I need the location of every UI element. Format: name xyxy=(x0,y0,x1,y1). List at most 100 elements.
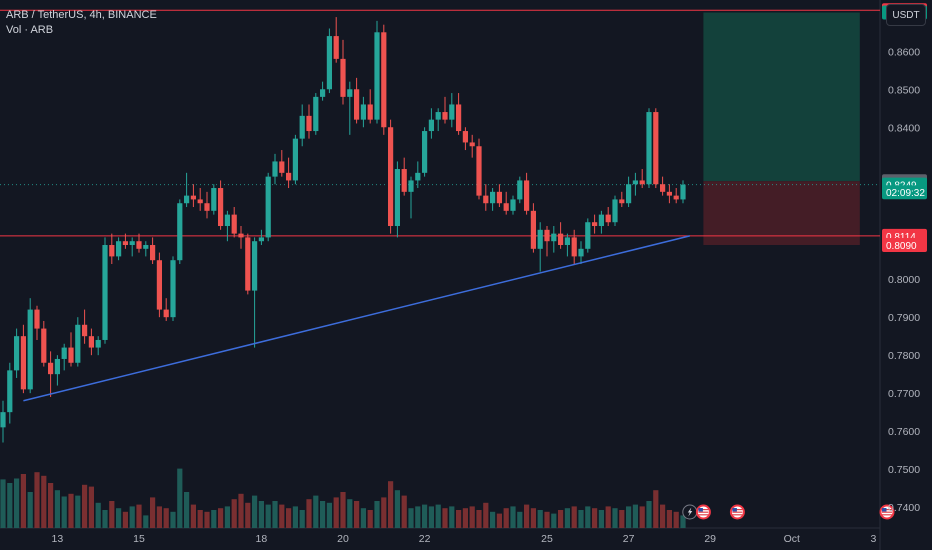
event-markers xyxy=(682,504,895,520)
volume-bar xyxy=(394,490,400,528)
volume-bar xyxy=(367,510,373,528)
volume-bar xyxy=(184,492,190,528)
volume-title: Vol · ARB xyxy=(6,24,54,36)
volume-bar xyxy=(116,508,122,528)
us-flag-icon-canton xyxy=(882,508,887,512)
lightning-icon-bolt xyxy=(687,507,693,517)
volume-bar xyxy=(442,508,448,528)
volume-bar xyxy=(354,501,360,528)
candle-body xyxy=(95,339,101,348)
candle-body xyxy=(61,347,67,359)
price-tick-label: 0.8600 xyxy=(888,46,920,58)
volume-bar xyxy=(476,510,482,528)
candle-body xyxy=(680,184,686,200)
time-tick-label: 25 xyxy=(541,533,553,545)
candle-body xyxy=(129,241,135,246)
volume-bar xyxy=(129,506,135,528)
volume-bar xyxy=(272,501,278,528)
volume-bar xyxy=(54,490,60,528)
candle-body xyxy=(422,131,428,173)
price-tick-label: 0.7600 xyxy=(888,426,920,438)
volume-bar xyxy=(34,472,40,528)
candle-body xyxy=(435,112,441,120)
horizontal-levels xyxy=(0,9,880,237)
volume-bar xyxy=(7,483,13,528)
profit-zone xyxy=(703,12,860,182)
volume-bar xyxy=(551,513,557,528)
volume-bar xyxy=(0,479,6,528)
candle-body xyxy=(109,245,115,257)
candle-body xyxy=(585,222,591,249)
loss-zone xyxy=(703,181,860,246)
volume-bar xyxy=(619,510,625,528)
candle-body xyxy=(374,32,380,120)
candle-body xyxy=(612,199,618,223)
chart-legend: ARB / TetherUS, 4h, BINANCE Vol · ARB xyxy=(6,8,157,38)
volume-bar xyxy=(170,511,176,528)
volume-bar xyxy=(88,486,94,528)
candle-body xyxy=(102,245,108,340)
volume-bar xyxy=(292,506,298,528)
candle-body xyxy=(320,89,326,97)
volume-bar xyxy=(639,506,645,528)
volume-bar xyxy=(347,499,353,528)
currency-button[interactable]: USDT xyxy=(886,4,926,26)
candle-body xyxy=(666,191,672,196)
volume-bar xyxy=(320,501,326,528)
us-flag-icon-stripe xyxy=(882,511,892,513)
volume-bar xyxy=(483,502,489,528)
volume-bar xyxy=(605,506,611,528)
time-tick-label: 27 xyxy=(623,533,635,545)
candle-body xyxy=(313,96,319,132)
us-flag-icon-stripe xyxy=(698,511,709,513)
volume-bar xyxy=(469,506,475,528)
volume-bar xyxy=(313,495,319,528)
candle-body xyxy=(564,237,570,246)
us-flag-icon-stripe xyxy=(882,514,892,516)
time-tick-label: 3 xyxy=(870,533,876,545)
candle-body xyxy=(340,58,346,97)
position-tool xyxy=(703,12,860,246)
us-flag-icon-canton xyxy=(698,508,703,512)
volume-bar xyxy=(82,484,88,528)
candle-body xyxy=(626,184,632,204)
volume-bar xyxy=(48,483,54,528)
volume-bar xyxy=(428,506,434,528)
candle-body xyxy=(483,195,489,204)
candle-body xyxy=(673,195,679,200)
volume-bar xyxy=(408,508,414,528)
volume-bar xyxy=(238,493,244,528)
volume-bar xyxy=(510,506,516,528)
candle-body xyxy=(306,115,312,132)
volume-bar xyxy=(462,508,468,528)
candle-body xyxy=(82,324,88,337)
candle-body xyxy=(639,180,645,185)
candle-body xyxy=(469,142,475,147)
time-tick-label: 18 xyxy=(256,533,268,545)
volume-bar xyxy=(27,492,33,528)
volume-bar xyxy=(177,468,183,528)
candle-body xyxy=(592,222,598,227)
volume-bar xyxy=(585,506,591,528)
candle-body xyxy=(231,214,237,234)
volume-bar xyxy=(231,499,237,528)
volume-bar xyxy=(20,474,26,528)
time-tick-label: 20 xyxy=(337,533,349,545)
candle-body xyxy=(252,241,258,291)
candles xyxy=(0,17,686,443)
volume-bar xyxy=(360,508,366,528)
volume-bar xyxy=(524,504,530,528)
candle-body xyxy=(292,138,298,181)
volume-bar xyxy=(666,510,672,528)
volume-bar xyxy=(612,508,618,528)
candle-body xyxy=(75,324,81,363)
candle-body xyxy=(394,169,400,227)
volume-bar xyxy=(680,515,686,528)
volume-bar xyxy=(41,475,47,528)
candle-body xyxy=(150,245,156,261)
volume-bar xyxy=(122,511,128,528)
candle-body xyxy=(462,131,468,143)
volume-bar xyxy=(660,504,666,528)
volume-bar xyxy=(197,510,203,528)
